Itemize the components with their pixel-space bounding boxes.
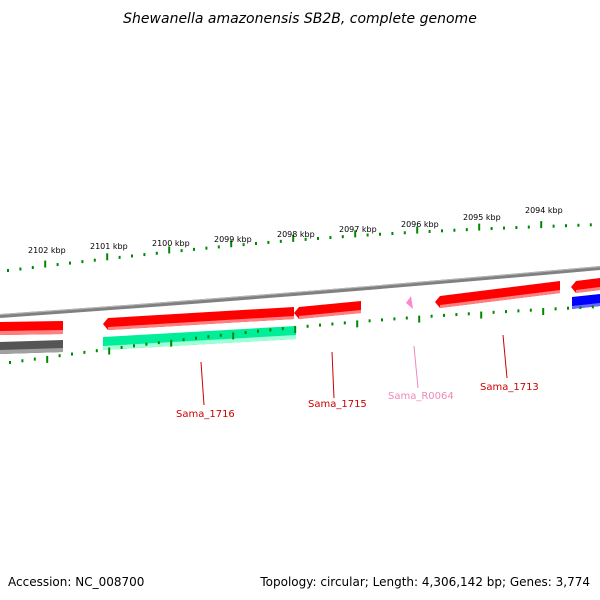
scale-label: 2099 kbp	[214, 235, 252, 244]
gene-leader-lines	[200, 334, 508, 406]
gene-label-sama-1715[interactable]: Sama_1715	[308, 399, 367, 410]
forward-strand	[0, 278, 600, 335]
cds-feature[interactable]	[435, 281, 560, 308]
gene-label-sama-1716[interactable]: Sama_1716	[176, 409, 235, 420]
genome-backbone	[0, 266, 600, 318]
gene-labels: Sama_1716 Sama_1715 Sama_R0064 Sama_1713	[176, 382, 539, 420]
gene-label-sama-1713[interactable]: Sama_1713	[480, 382, 539, 393]
cds-feature[interactable]	[103, 307, 294, 330]
scale-label: 2097 kbp	[339, 225, 377, 234]
scale-label: 2101 kbp	[90, 242, 128, 251]
scale-label: 2094 kbp	[525, 206, 563, 215]
genome-summary-text: Topology: circular; Length: 4,306,142 bp…	[259, 575, 590, 589]
scale-label: 2098 kbp	[277, 230, 315, 239]
scale-label: 2096 kbp	[401, 220, 439, 229]
scale-label: 2102 kbp	[28, 246, 66, 255]
outer-scale-ticks	[7, 221, 592, 272]
map-title: Shewanella amazonensis SB2B, complete ge…	[123, 11, 477, 27]
gc-content-band	[0, 326, 296, 354]
scale-label: 2100 kbp	[152, 239, 190, 248]
scale-labels: 2102 kbp 2101 kbp 2100 kbp 2099 kbp 2098…	[28, 206, 563, 255]
accession-text: Accession: NC_008700	[8, 575, 144, 589]
gene-label-sama-r0064[interactable]: Sama_R0064	[388, 391, 454, 402]
rna-feature[interactable]	[406, 296, 413, 309]
inner-scale-ticks	[9, 305, 594, 364]
scale-label: 2095 kbp	[463, 213, 501, 222]
